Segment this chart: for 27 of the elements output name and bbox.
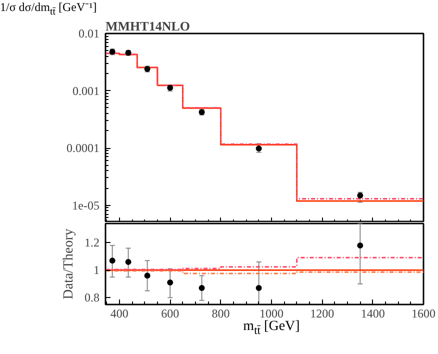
x-tick-label: 800	[212, 306, 230, 320]
y-tick-label: 1	[94, 263, 100, 278]
x-tick-label: 600	[161, 306, 180, 320]
x-tick-label: 1200	[310, 306, 334, 320]
x-tick-label: 400	[110, 306, 128, 320]
x-tick-label: 1400	[360, 306, 385, 320]
chart-title: MMHT14NLO	[106, 18, 190, 34]
point	[109, 258, 116, 264]
point	[357, 242, 364, 248]
point	[167, 280, 174, 286]
point	[357, 192, 364, 199]
y-tick-label: 1e-05	[72, 198, 100, 212]
point	[256, 146, 262, 152]
y-tick-label: 0.8	[84, 290, 100, 305]
y-tick-label: 1.2	[84, 236, 100, 250]
point	[144, 272, 150, 279]
y-tick-label: 0.01	[78, 26, 100, 40]
y-tick-label: 0.001	[72, 84, 100, 98]
y-axis-title: Data/Theory	[62, 228, 76, 300]
y-axis-title: 1/σ dσ/dm$_{tt̄}$ [GeV⁻¹]	[0, 0, 97, 20]
point	[256, 285, 262, 292]
point	[198, 285, 205, 292]
x-axis-title: m$_{tt̄}$ [GeV]	[243, 319, 300, 338]
x-tick-label: 1600	[412, 306, 436, 320]
y-tick-label: 0.0001	[66, 141, 100, 156]
x-tick-label: 1000	[259, 306, 284, 320]
point	[125, 258, 132, 265]
